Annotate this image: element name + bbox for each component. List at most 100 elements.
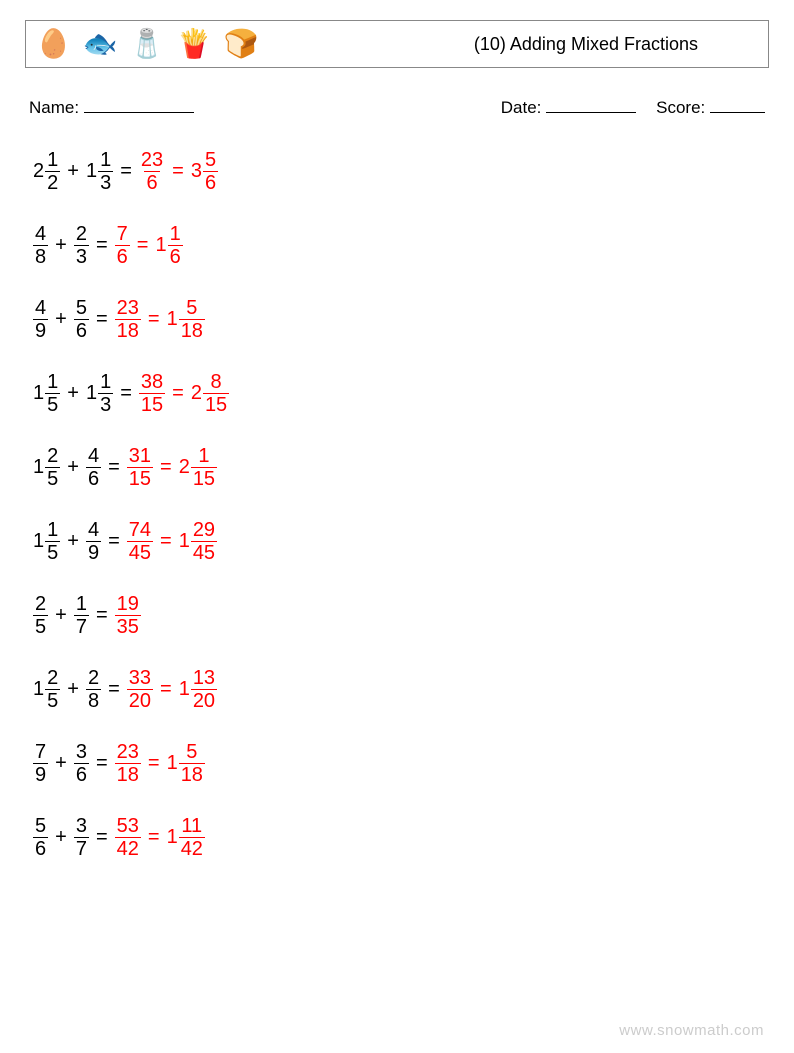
- denominator: 2: [45, 171, 60, 193]
- eggs-icon: 🥚: [36, 30, 71, 58]
- denominator: 42: [179, 837, 205, 859]
- numerator: 7: [33, 742, 48, 763]
- name-label: Name:: [29, 98, 79, 117]
- numerator: 1: [45, 520, 60, 541]
- problem-row: 212+113=236=356: [33, 148, 769, 194]
- numerator: 4: [86, 446, 101, 467]
- equals: =: [101, 456, 127, 479]
- fraction: 12: [45, 150, 60, 193]
- answer: 5342=11142: [115, 816, 205, 859]
- denominator: 6: [168, 245, 183, 267]
- equals: =: [165, 160, 191, 183]
- denominator: 15: [191, 467, 217, 489]
- numerator: 1: [196, 446, 211, 467]
- equals: =: [89, 308, 115, 331]
- jar-icon: 🧂: [130, 30, 165, 58]
- mixed-number: 1518: [167, 742, 205, 785]
- numerator: 5: [74, 298, 89, 319]
- problems-list: 212+113=236=35648+23=76=11649+56=2318=15…: [25, 148, 769, 860]
- fraction: 5342: [115, 816, 141, 859]
- fraction: 518: [179, 298, 205, 341]
- denominator: 6: [74, 319, 89, 341]
- mixed-number: 11142: [167, 816, 205, 859]
- fraction: 76: [115, 224, 130, 267]
- fraction: 56: [33, 816, 48, 859]
- answer: 2318=1518: [115, 298, 205, 341]
- fraction: 79: [33, 742, 48, 785]
- mixed-number: 12945: [179, 520, 217, 563]
- fraction: 518: [179, 742, 205, 785]
- whole-part: 1: [33, 382, 45, 405]
- operator: +: [48, 604, 74, 627]
- denominator: 18: [179, 319, 205, 341]
- numerator: 3: [74, 816, 89, 837]
- operator: +: [60, 456, 86, 479]
- fraction: 13: [98, 150, 113, 193]
- mixed-number: 36: [74, 742, 89, 785]
- problem-row: 49+56=2318=1518: [33, 296, 769, 342]
- whole-part: 1: [86, 160, 98, 183]
- denominator: 35: [115, 615, 141, 637]
- problem-row: 56+37=5342=11142: [33, 814, 769, 860]
- numerator: 53: [115, 816, 141, 837]
- equals: =: [89, 234, 115, 257]
- numerator: 2: [33, 594, 48, 615]
- denominator: 45: [127, 541, 153, 563]
- denominator: 6: [74, 763, 89, 785]
- numerator: 29: [191, 520, 217, 541]
- whole-part: 2: [33, 160, 45, 183]
- mixed-number: 56: [74, 298, 89, 341]
- name-blank: [84, 96, 194, 113]
- info-row: Name: Date: Score:: [25, 96, 769, 118]
- score-blank: [710, 96, 765, 113]
- operator: +: [60, 678, 86, 701]
- fraction: 13: [98, 372, 113, 415]
- equals: =: [165, 382, 191, 405]
- denominator: 7: [74, 837, 89, 859]
- mixed-number: 113: [86, 150, 113, 193]
- problem-row: 48+23=76=116: [33, 222, 769, 268]
- denominator: 15: [139, 393, 165, 415]
- fraction: 2945: [191, 520, 217, 563]
- denominator: 6: [86, 467, 101, 489]
- denominator: 45: [191, 541, 217, 563]
- date-blank: [546, 96, 636, 113]
- mixed-number: 48: [33, 224, 48, 267]
- answer: 3115=2115: [127, 446, 217, 489]
- equals: =: [89, 826, 115, 849]
- whole-part: 1: [179, 678, 191, 701]
- numerator: 4: [33, 224, 48, 245]
- denominator: 18: [115, 319, 141, 341]
- numerator: 2: [86, 668, 101, 689]
- fraction: 23: [74, 224, 89, 267]
- denominator: 5: [45, 393, 60, 415]
- denominator: 6: [203, 171, 218, 193]
- answer: 7445=12945: [127, 520, 217, 563]
- whole-part: 2: [191, 382, 203, 405]
- numerator: 1: [98, 372, 113, 393]
- fraction: 37: [74, 816, 89, 859]
- equals: =: [113, 382, 139, 405]
- mixed-number: 11320: [179, 668, 217, 711]
- whole-part: 1: [155, 234, 167, 257]
- answer: 236=356: [139, 150, 218, 193]
- whole-part: 1: [179, 530, 191, 553]
- denominator: 6: [144, 171, 159, 193]
- answer: 3320=11320: [127, 668, 217, 711]
- problem-row: 25+17=1935: [33, 592, 769, 638]
- fraction: 3115: [127, 446, 153, 489]
- date-field: Date:: [501, 96, 636, 118]
- mixed-number: 212: [33, 150, 60, 193]
- numerator: 2: [74, 224, 89, 245]
- score-label: Score:: [656, 98, 705, 117]
- fraction: 115: [191, 446, 217, 489]
- mixed-number: 2815: [191, 372, 229, 415]
- fraction: 2318: [115, 298, 141, 341]
- answer: 1935: [115, 594, 141, 637]
- numerator: 1: [98, 150, 113, 171]
- equals: =: [141, 826, 167, 849]
- denominator: 18: [115, 763, 141, 785]
- fraction: 7445: [127, 520, 153, 563]
- operator: +: [60, 160, 86, 183]
- numerator: 5: [33, 816, 48, 837]
